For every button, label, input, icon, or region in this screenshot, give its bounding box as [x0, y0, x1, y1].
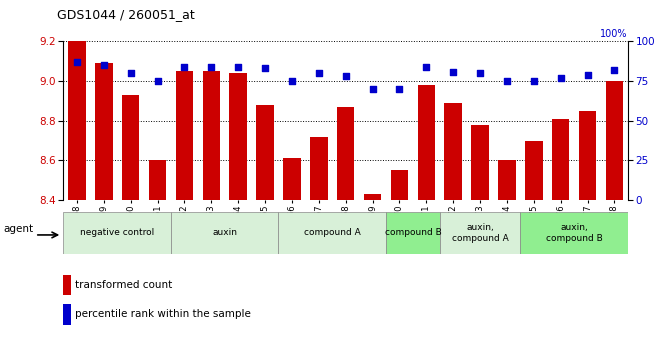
Bar [579, 111, 597, 200]
Point [341, 73, 351, 79]
Point [609, 67, 620, 73]
Bar [391, 170, 408, 200]
Point [394, 86, 405, 92]
Bar [257, 105, 274, 200]
Point [260, 66, 271, 71]
Bar [552, 119, 569, 200]
Bar [122, 95, 140, 200]
Point [152, 78, 163, 84]
Bar [520, 212, 628, 254]
Point [448, 69, 458, 74]
Bar [337, 107, 355, 200]
Text: agent: agent [3, 224, 33, 234]
Bar [472, 125, 489, 200]
Bar [171, 212, 279, 254]
Point [126, 70, 136, 76]
Bar [176, 71, 193, 200]
Text: 100%: 100% [601, 29, 628, 39]
Text: compound B: compound B [385, 228, 442, 237]
Bar [279, 212, 386, 254]
Point [555, 75, 566, 81]
Point [502, 78, 512, 84]
Text: auxin,
compound A: auxin, compound A [452, 223, 508, 243]
Bar [364, 194, 381, 200]
Bar [63, 304, 71, 325]
Bar [202, 71, 220, 200]
Point [98, 62, 109, 68]
Bar [63, 212, 171, 254]
Point [233, 64, 244, 70]
Point [421, 64, 432, 70]
Bar [498, 160, 516, 200]
Point [367, 86, 378, 92]
Text: auxin: auxin [212, 228, 237, 237]
Point [287, 78, 297, 84]
Bar [283, 158, 301, 200]
Point [528, 78, 539, 84]
Point [179, 64, 190, 70]
Point [206, 64, 216, 70]
Text: GDS1044 / 260051_at: GDS1044 / 260051_at [57, 8, 194, 21]
Bar [418, 85, 435, 200]
Bar [68, 41, 86, 200]
Text: compound A: compound A [304, 228, 361, 237]
Text: percentile rank within the sample: percentile rank within the sample [75, 309, 251, 319]
Text: auxin,
compound B: auxin, compound B [546, 223, 603, 243]
Point [582, 72, 593, 78]
Text: transformed count: transformed count [75, 280, 172, 290]
Bar [440, 212, 520, 254]
Bar [386, 212, 440, 254]
Bar [229, 73, 247, 200]
Bar [444, 103, 462, 200]
Point [71, 59, 82, 65]
Point [313, 70, 324, 76]
Bar [310, 137, 327, 200]
Text: negative control: negative control [80, 228, 154, 237]
Bar [63, 275, 71, 295]
Point [475, 70, 486, 76]
Bar [525, 141, 542, 200]
Bar [606, 81, 623, 200]
Bar [149, 160, 166, 200]
Bar [95, 63, 112, 200]
